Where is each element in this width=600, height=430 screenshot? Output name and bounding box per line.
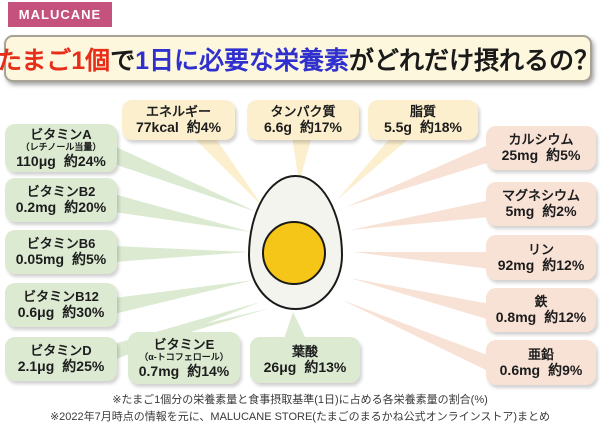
nutrient-label-vitamin-b12: ビタミンB12 0.6μg 約30% <box>5 283 117 327</box>
title-segment-egg: たまご1個 <box>0 46 111 75</box>
egg-yolk <box>262 221 326 285</box>
nutrient-name: 脂質 <box>409 104 436 120</box>
nutrient-label-vitamin-a: ビタミンA （レチノール当量） 110μg 約24% <box>5 124 117 172</box>
nutrient-value: 0.8mg 約12% <box>495 309 587 326</box>
connector-protein <box>292 136 312 183</box>
nutrient-label-zinc: 亜鉛 0.6mg 約9% <box>486 340 596 385</box>
connector-calcium <box>346 144 490 207</box>
connector-folate <box>284 312 306 339</box>
nutrient-label-folate: 葉酸 26μg 約13% <box>250 337 360 383</box>
egg-illustration <box>248 175 343 310</box>
nutrient-name: タンパク質 <box>270 104 336 120</box>
nutrient-name: カルシウム <box>508 132 574 148</box>
nutrient-label-calcium: カルシウム 25mg 約5% <box>486 126 596 170</box>
nutrient-name: エネルギー <box>145 104 211 120</box>
nutrient-value: 0.7mg 約14% <box>138 362 230 379</box>
nutrient-label-vitamin-e: ビタミンE （α-トコフェロール） 0.7mg 約14% <box>128 332 240 384</box>
nutrient-label-vitamin-b6: ビタミンB6 0.05mg 約5% <box>5 230 117 274</box>
nutrient-value: 5.5g 約18% <box>383 119 463 136</box>
nutrient-name: ビタミンB6 <box>26 236 96 252</box>
title-segment-de: で <box>110 46 136 75</box>
nutrient-label-vitamin-d: ビタミンD 2.1μg 約25% <box>5 337 117 381</box>
footnote-line-2: ※2022年7月時点の情報を元に、MALUCANE STORE(たまごのまるかね… <box>49 410 551 423</box>
connector-vitamin-b2 <box>114 194 251 232</box>
connector-zinc <box>342 300 490 372</box>
nutrient-label-iron: 鉄 0.8mg 約12% <box>486 288 596 332</box>
connector-vitamin-b12 <box>114 280 254 314</box>
nutrient-name: 鉄 <box>534 294 548 310</box>
nutrient-subname: （α-トコフェロール） <box>139 352 229 363</box>
nutrient-value: 26μg 約13% <box>263 359 347 376</box>
nutrient-value: 2.1μg 約25% <box>17 358 105 375</box>
nutrient-label-energy: エネルギー 77kcal 約4% <box>122 100 235 140</box>
nutrient-name: ビタミンA <box>30 126 92 142</box>
connector-vitamin-e <box>162 308 270 334</box>
title-segment-question: がどれだけ摂れるの？ <box>349 46 600 75</box>
nutrient-value: 0.6μg 約30% <box>17 304 105 321</box>
nutrient-name: ビタミンE <box>153 336 215 352</box>
connector-energy <box>192 136 263 207</box>
nutrient-label-phosphorus: リン 92mg 約12% <box>486 235 596 280</box>
connector-iron <box>350 278 490 320</box>
connector-vitamin-b6 <box>114 246 249 262</box>
nutrient-value: 6.6g 約17% <box>263 119 343 136</box>
connector-phosphorus <box>353 252 490 269</box>
brand-badge: MALUCANE <box>8 2 112 27</box>
footnote-line-1: ※たまご1個分の栄養素量と食事摂取基準(1日)に占める各栄養素量の割合(%) <box>112 394 488 406</box>
nutrient-name: ビタミンD <box>30 343 92 359</box>
nutrient-label-protein: タンパク質 6.6g 約17% <box>247 100 359 140</box>
nutrient-name: 亜鉛 <box>527 346 554 362</box>
nutrient-value: 0.05mg 約5% <box>15 251 107 268</box>
nutrient-name: ビタミンB12 <box>23 289 99 305</box>
nutrient-value: 92mg 約12% <box>497 256 585 273</box>
nutrient-name: リン <box>527 241 554 257</box>
nutrient-subname: （レチノール当量） <box>20 142 102 153</box>
nutrient-value: 0.6mg 約9% <box>499 361 583 378</box>
connector-fat <box>337 136 412 200</box>
nutrient-value: 0.2mg 約20% <box>15 199 107 216</box>
nutrient-name: ビタミンB2 <box>26 184 96 200</box>
nutrient-value: 25mg 約5% <box>501 147 581 164</box>
connector-vitamin-a <box>114 146 257 212</box>
page-title: たまご1個 で 1日に必要な栄養素 がどれだけ摂れるの？ <box>0 35 599 82</box>
nutrient-value: 110μg 約24% <box>16 152 106 169</box>
nutrient-name: 葉酸 <box>291 344 318 360</box>
nutrient-label-fat: 脂質 5.5g 約18% <box>368 100 478 140</box>
title-segment-nutrients: 1日に必要な栄養素 <box>135 46 350 75</box>
nutrient-value: 5mg 約2% <box>505 203 577 220</box>
nutrient-label-magnesium: マグネシウム 5mg 約2% <box>486 182 596 226</box>
footnotes: ※たまご1個分の栄養素量と食事摂取基準(1日)に占める各栄養素量の割合(%) ※… <box>0 392 600 425</box>
nutrient-label-vitamin-b2: ビタミンB2 0.2mg 約20% <box>5 178 117 222</box>
nutrient-value: 77kcal 約4% <box>135 119 222 136</box>
connector-magnesium <box>350 200 490 230</box>
nutrient-name: マグネシウム <box>501 188 580 204</box>
